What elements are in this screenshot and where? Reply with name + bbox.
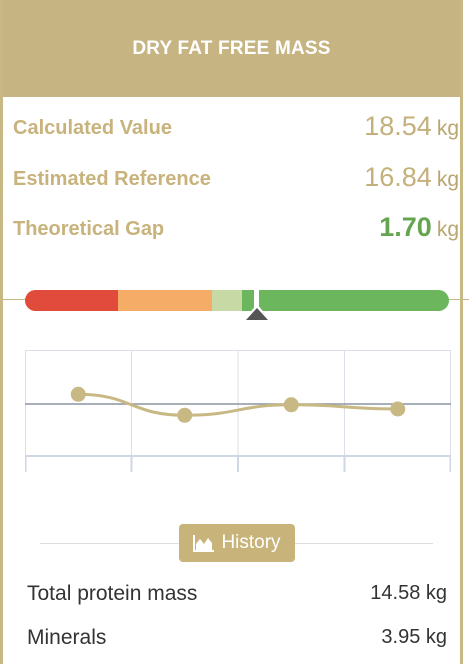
detail-row-minerals: Minerals 3.95 kg (27, 626, 447, 656)
detail-value: 3.95 kg (381, 626, 447, 648)
gauge-segment-red (25, 290, 118, 311)
detail-value: 14.58 kg (370, 582, 447, 604)
chart-data-point (283, 397, 299, 413)
metric-unit: kg (436, 168, 459, 191)
metric-value-group: 18.54 kg (364, 111, 459, 142)
detail-label: Total protein mass (27, 582, 198, 605)
metric-value: 1.70 (379, 212, 432, 242)
card-header: DRY FAT FREE MASS (3, 0, 460, 97)
range-gauge (25, 290, 449, 311)
metric-label: Estimated Reference (13, 168, 211, 190)
history-button[interactable]: History (179, 524, 295, 562)
detail-row-total-protein-mass: Total protein mass 14.58 kg (27, 582, 447, 612)
chart-series-line (78, 392, 398, 417)
history-button-label: History (221, 532, 281, 553)
metric-unit: kg (436, 218, 459, 241)
detail-label: Minerals (27, 626, 107, 649)
chart-data-point (390, 401, 406, 417)
card-title: DRY FAT FREE MASS (132, 37, 331, 59)
chart-data-point (70, 386, 86, 402)
history-sparkline-chart (25, 350, 451, 472)
gauge-segment-green (242, 290, 449, 311)
metric-value: 18.54 (364, 111, 432, 141)
gauge-segment-light-green (212, 290, 242, 311)
metric-value-group: 16.84 kg (364, 162, 459, 193)
chart-data-point (177, 407, 193, 423)
history-section: History (40, 524, 433, 564)
metric-estimated-reference: Estimated Reference 16.84 kg (13, 162, 459, 202)
gauge-pointer-icon (243, 290, 271, 321)
metric-value: 16.84 (364, 162, 432, 192)
metric-label: Theoretical Gap (13, 218, 165, 240)
metric-calculated-value: Calculated Value 18.54 kg (13, 111, 459, 151)
metric-theoretical-gap: Theoretical Gap 1.70 kg (13, 212, 459, 252)
area-chart-icon (193, 535, 215, 552)
metric-unit: kg (436, 117, 459, 140)
metric-value-group: 1.70 kg (379, 212, 459, 243)
gauge-segment-orange (118, 290, 212, 311)
metric-label: Calculated Value (13, 117, 172, 139)
